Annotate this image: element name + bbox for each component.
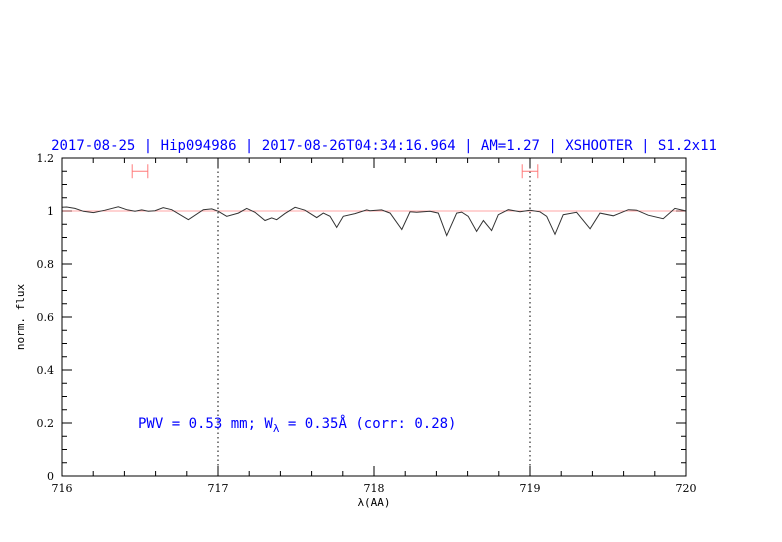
spectrum-line bbox=[61, 206, 686, 237]
x-tick-label: 716 bbox=[52, 482, 73, 495]
y-tick-labels: 0 0.2 0.4 0.6 0.8 1 1.2 bbox=[37, 152, 55, 483]
plot-frame bbox=[61, 157, 687, 477]
error-bars bbox=[131, 164, 539, 179]
vertical-markers bbox=[217, 158, 531, 476]
chart-title: 2017-08-25 | Hip094986 | 2017-08-26T04:3… bbox=[51, 138, 717, 154]
x-tick-label: 718 bbox=[364, 482, 385, 495]
x-tick-label: 717 bbox=[208, 482, 229, 495]
y-tick-label: 0.4 bbox=[37, 364, 55, 377]
annotation-sub: λ bbox=[273, 422, 280, 435]
annotation-post: = 0.35Å (corr: 0.28) bbox=[279, 415, 456, 432]
x-tick-label: 719 bbox=[520, 482, 541, 495]
x-tick-label: 720 bbox=[676, 482, 697, 495]
x-tick-labels: 716 717 718 719 720 bbox=[52, 482, 697, 495]
y-tick-label: 0.2 bbox=[37, 417, 55, 430]
y-tick-label: 0.8 bbox=[37, 258, 55, 271]
x-axis-label: λ(AA) bbox=[357, 496, 390, 509]
y-tick-label: 0.6 bbox=[37, 311, 55, 324]
y-tick-label: 0 bbox=[47, 470, 54, 483]
y-axis-label: norm. flux bbox=[14, 284, 27, 351]
annotation-pre: PWV = 0.53 mm; W bbox=[138, 416, 273, 432]
y-tick-label: 1 bbox=[47, 205, 54, 218]
pwv-annotation: PWV = 0.53 mm; Wλ = 0.35Å (corr: 0.28) bbox=[138, 415, 457, 435]
y-tick-label: 1.2 bbox=[37, 152, 55, 165]
